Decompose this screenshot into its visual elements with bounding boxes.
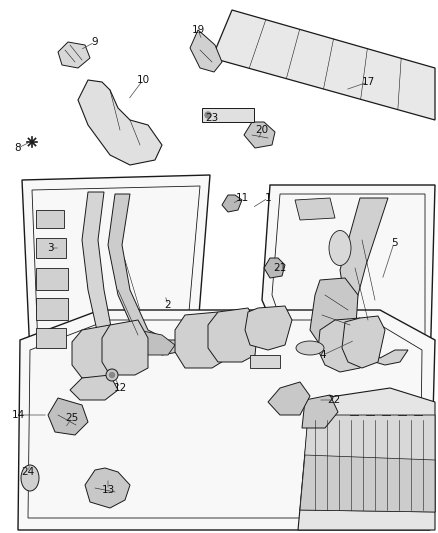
Polygon shape xyxy=(300,455,435,512)
Text: 4: 4 xyxy=(320,350,326,360)
Polygon shape xyxy=(36,268,68,290)
Polygon shape xyxy=(130,330,175,355)
FancyBboxPatch shape xyxy=(202,108,254,122)
Polygon shape xyxy=(58,42,90,68)
Text: 14: 14 xyxy=(11,410,25,420)
Polygon shape xyxy=(82,192,116,348)
Text: 17: 17 xyxy=(361,77,374,87)
Polygon shape xyxy=(244,122,275,148)
Polygon shape xyxy=(72,325,118,378)
Polygon shape xyxy=(78,80,162,165)
Polygon shape xyxy=(102,320,148,375)
Polygon shape xyxy=(85,468,130,508)
Polygon shape xyxy=(208,308,258,362)
Polygon shape xyxy=(310,278,358,348)
Text: 8: 8 xyxy=(15,143,21,153)
Polygon shape xyxy=(342,316,385,368)
Ellipse shape xyxy=(21,465,39,491)
Polygon shape xyxy=(18,310,435,530)
Circle shape xyxy=(110,373,114,377)
Text: 10: 10 xyxy=(137,75,149,85)
Polygon shape xyxy=(300,415,435,512)
Polygon shape xyxy=(36,298,68,320)
Text: 19: 19 xyxy=(191,25,205,35)
Polygon shape xyxy=(250,355,280,368)
Text: 13: 13 xyxy=(101,485,115,495)
Text: 12: 12 xyxy=(113,383,127,393)
Polygon shape xyxy=(222,195,242,212)
Text: 23: 23 xyxy=(205,113,219,123)
Text: 3: 3 xyxy=(47,243,53,253)
Polygon shape xyxy=(212,10,435,120)
Text: 1: 1 xyxy=(265,193,271,203)
Polygon shape xyxy=(108,194,182,355)
Text: 22: 22 xyxy=(327,395,341,405)
Polygon shape xyxy=(302,395,338,428)
Polygon shape xyxy=(32,186,200,357)
Polygon shape xyxy=(262,185,435,370)
Polygon shape xyxy=(175,312,228,368)
Polygon shape xyxy=(272,194,425,360)
Polygon shape xyxy=(36,238,66,258)
Polygon shape xyxy=(48,398,88,435)
Polygon shape xyxy=(298,388,435,530)
Polygon shape xyxy=(268,382,310,415)
Text: 9: 9 xyxy=(92,37,98,47)
Text: 25: 25 xyxy=(65,413,79,423)
Polygon shape xyxy=(36,210,64,228)
Text: 21: 21 xyxy=(273,263,286,273)
Text: 20: 20 xyxy=(255,125,268,135)
Polygon shape xyxy=(36,328,66,348)
Text: 5: 5 xyxy=(391,238,397,248)
Ellipse shape xyxy=(296,341,324,355)
Polygon shape xyxy=(295,198,335,220)
Polygon shape xyxy=(70,375,118,400)
Polygon shape xyxy=(22,175,210,365)
Text: 2: 2 xyxy=(165,300,171,310)
Polygon shape xyxy=(340,198,408,365)
Circle shape xyxy=(205,112,211,118)
Ellipse shape xyxy=(329,230,351,265)
Polygon shape xyxy=(190,30,222,72)
Text: 11: 11 xyxy=(235,193,249,203)
Polygon shape xyxy=(318,318,368,372)
Polygon shape xyxy=(245,306,292,350)
Text: 24: 24 xyxy=(21,467,35,477)
Polygon shape xyxy=(264,258,285,278)
Polygon shape xyxy=(28,320,422,518)
Circle shape xyxy=(106,369,118,381)
